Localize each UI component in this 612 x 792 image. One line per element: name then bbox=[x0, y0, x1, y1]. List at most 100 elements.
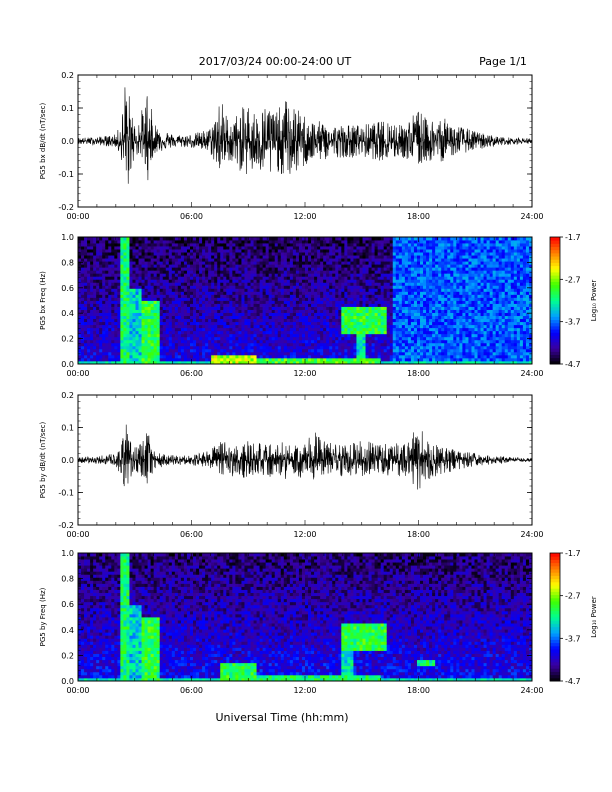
spectrogram-cell bbox=[274, 309, 279, 313]
spectrogram-cell bbox=[102, 282, 106, 286]
spectrogram-cell bbox=[99, 354, 103, 359]
spectrogram-cell bbox=[244, 261, 248, 265]
spectrogram-cell bbox=[404, 264, 409, 268]
spectrogram-cell bbox=[274, 273, 279, 277]
spectrogram-cell bbox=[314, 276, 318, 280]
spectrogram-cell bbox=[180, 324, 185, 329]
spectrogram-cell bbox=[87, 267, 91, 271]
spectrogram-cell bbox=[177, 288, 182, 292]
spectrogram-cell bbox=[320, 264, 324, 268]
spectrogram-cell bbox=[289, 252, 294, 256]
spectrogram-cell bbox=[150, 243, 155, 247]
spectrogram-cell bbox=[244, 309, 248, 313]
spectrogram-cell bbox=[159, 351, 164, 356]
spectrogram-cell bbox=[117, 339, 121, 344]
spectrogram-cell bbox=[289, 261, 294, 265]
spectrogram-cell bbox=[374, 264, 379, 268]
spectrogram-cell bbox=[401, 273, 406, 277]
spectrogram-cell bbox=[147, 321, 152, 326]
spectrogram-cell bbox=[211, 309, 215, 313]
spectrogram-cell bbox=[407, 333, 412, 338]
spectrogram-cell bbox=[374, 270, 379, 274]
spectrogram-cell bbox=[96, 279, 100, 283]
spectrogram-cell bbox=[199, 315, 203, 320]
spectrogram-cell bbox=[90, 321, 94, 326]
spectrogram-cell bbox=[380, 306, 385, 310]
spectrogram-cell bbox=[265, 327, 270, 332]
spectrogram-cell bbox=[220, 279, 224, 283]
spectrogram-cell bbox=[247, 282, 251, 286]
spectrogram-cell bbox=[138, 270, 142, 274]
spectrogram-cell bbox=[108, 252, 112, 256]
spectrogram-cell bbox=[114, 339, 118, 344]
spectrogram-cell bbox=[295, 276, 300, 280]
spectrogram-cell bbox=[183, 288, 188, 292]
spectrogram-cell bbox=[423, 297, 427, 301]
spectrogram-cell bbox=[162, 252, 167, 256]
spectrogram-cell bbox=[301, 285, 306, 289]
spectrogram-cell bbox=[329, 252, 333, 256]
spectrogram-cell bbox=[214, 321, 218, 326]
spectrogram-cell bbox=[392, 246, 397, 250]
spectrogram-cell bbox=[274, 330, 279, 335]
spectrogram-cell bbox=[141, 345, 145, 350]
spectrogram-cell bbox=[350, 342, 354, 347]
spectrogram-cell bbox=[311, 237, 315, 241]
spectrogram-cell bbox=[111, 285, 115, 289]
spectrogram-cell bbox=[380, 276, 385, 280]
spectrogram-cell bbox=[398, 255, 403, 259]
spectrogram-cell bbox=[341, 264, 345, 268]
spectrogram-cell bbox=[165, 357, 170, 362]
spectrogram-cell bbox=[286, 243, 291, 247]
spectrogram-cell bbox=[277, 309, 282, 313]
spectrogram-cell bbox=[90, 360, 94, 365]
spectrogram-cell bbox=[205, 351, 209, 356]
spectrogram-cell bbox=[183, 240, 188, 244]
spectrogram-cell bbox=[202, 330, 206, 335]
spectrogram-cell bbox=[380, 237, 385, 241]
spectrogram-cell bbox=[377, 237, 382, 241]
spectrogram-cell bbox=[162, 351, 167, 356]
spectrogram-cell bbox=[295, 264, 300, 268]
spectrogram-cell bbox=[153, 345, 158, 350]
spectrogram-cell bbox=[407, 249, 412, 253]
spectrogram-cell bbox=[350, 321, 354, 326]
spectrogram-cell bbox=[186, 342, 191, 347]
spectrogram-cell bbox=[108, 339, 112, 344]
spectrogram-cell bbox=[277, 255, 282, 259]
spectrogram-cell bbox=[268, 297, 273, 301]
spectrogram-cell bbox=[93, 351, 97, 356]
spectrogram-cell bbox=[401, 252, 406, 256]
spectrogram-cell bbox=[389, 345, 394, 350]
spectrogram-cell bbox=[265, 255, 270, 259]
spectrogram-cell bbox=[407, 312, 412, 317]
spectrogram-cell bbox=[193, 270, 197, 274]
spectrogram-cell bbox=[423, 243, 427, 247]
spectrogram-cell bbox=[298, 297, 303, 301]
spectrogram-cell bbox=[168, 336, 173, 341]
spectrogram-cell bbox=[193, 255, 197, 259]
spectrogram-cell bbox=[99, 315, 103, 320]
spectrogram-cell bbox=[420, 297, 424, 301]
spectrogram-cell bbox=[196, 324, 200, 329]
spectrogram-cell bbox=[329, 306, 333, 310]
spectrogram-cell bbox=[102, 237, 106, 241]
spectrogram-cell bbox=[99, 270, 103, 274]
spectrogram-cell bbox=[413, 312, 418, 317]
spectrogram-cell bbox=[214, 252, 218, 256]
spectrogram-cell bbox=[323, 309, 327, 313]
spectrogram-cell bbox=[232, 276, 236, 280]
spectrogram-cell bbox=[129, 288, 133, 292]
spectrogram-cell bbox=[259, 357, 264, 362]
spectrogram-cell bbox=[277, 348, 282, 353]
spectrogram-cell bbox=[347, 306, 351, 310]
spectrogram-cell bbox=[344, 288, 348, 292]
spectrogram-cell bbox=[156, 291, 161, 295]
spectrogram-cell bbox=[153, 252, 158, 256]
spectrogram-cell bbox=[129, 309, 133, 313]
spectrogram-cell bbox=[420, 288, 424, 292]
spectrogram-cell bbox=[383, 279, 388, 283]
spectrogram-cell bbox=[329, 354, 333, 359]
spectrogram-cell bbox=[383, 270, 388, 274]
spectrogram-cell bbox=[223, 273, 227, 277]
